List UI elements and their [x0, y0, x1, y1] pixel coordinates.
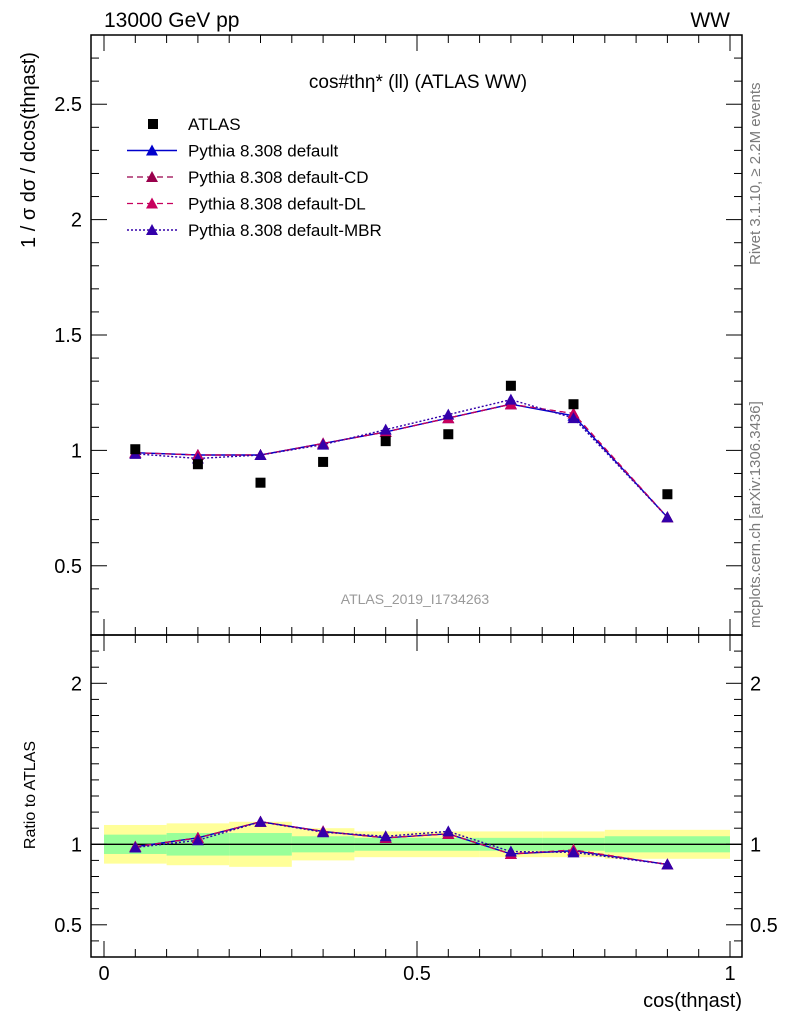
series-markers: [129, 380, 674, 870]
series-lines: [135, 398, 668, 866]
header-left: 13000 GeV pp: [104, 9, 239, 32]
ratio-default-MBR-point: [317, 826, 330, 838]
x-tick-label: 0: [98, 963, 109, 985]
legend-label: Pythia 8.308 default-CD: [188, 168, 369, 187]
main-y-tick-label: 1: [71, 440, 82, 462]
ratio-y-tick-label-right: 2: [750, 673, 761, 695]
axis-ticks: 0.5 1 1.5 2 2.5 0.5 0.5 1 1 2 2 0 0.5 1: [54, 35, 778, 985]
main-y-tick-label: 2.5: [54, 94, 82, 116]
atlas-data-point: [662, 489, 673, 500]
ratio-default-MBR-line: [135, 821, 668, 866]
atlas-data-point: [130, 444, 141, 455]
main-default-MBR-line: [135, 398, 668, 518]
atlas-data-point: [380, 436, 391, 447]
x-tick-label: 1: [724, 963, 735, 985]
rivet-label: Rivet 3.1.10, ≥ 2.2M events: [747, 83, 764, 266]
ratio-default-MBR-point: [567, 846, 580, 858]
atlas-data-point: [318, 456, 329, 467]
x-axis-label: cos(thηast): [643, 990, 742, 1012]
legend-label: Pythia 8.308 default: [188, 142, 339, 161]
legend-label: ATLAS: [188, 115, 241, 134]
legend-label: Pythia 8.308 default-DL: [188, 195, 366, 214]
ratio-y-label: Ratio to ATLAS: [22, 741, 39, 849]
ratio-plot-frame: [90, 634, 743, 958]
atlas-data-point: [192, 459, 203, 470]
mcplots-label: mcplots.cern.ch [arXiv:1306.3436]: [747, 401, 764, 628]
main-default-MBR-point: [379, 423, 392, 435]
main-y-tick-label: 2: [71, 210, 82, 232]
legend-marker: [146, 197, 158, 209]
main-default-MBR-point: [504, 393, 517, 405]
legend-marker: [146, 144, 158, 156]
atlas-data-point: [505, 380, 516, 391]
main-default-CD-line: [135, 403, 668, 518]
ratio-y-tick-label: 1: [71, 834, 82, 856]
ratio-y-tick-label: 0.5: [54, 915, 82, 937]
ratio-default-MBR-point: [254, 815, 267, 827]
legend-marker: [148, 119, 158, 129]
main-default-line: [135, 403, 668, 518]
ratio-y-tick-label: 2: [71, 673, 82, 695]
header-right: WW: [690, 9, 730, 32]
ratio-default-MBR-point: [129, 841, 142, 853]
ratio-y-tick-label-right: 1: [750, 834, 761, 856]
main-y-tick-label: 1.5: [54, 325, 82, 347]
main-default-DL-line: [135, 403, 668, 518]
main-default-MBR-point: [442, 408, 455, 420]
ratio-default-MBR-point: [661, 858, 674, 870]
legend-marker: [146, 224, 158, 235]
y-axis-label: 1 / σ dσ / dcos(thηast): [18, 52, 40, 248]
legend-marker: [146, 171, 158, 182]
ratio-default-MBR-point: [442, 825, 455, 837]
ratio-default-MBR-point: [504, 845, 517, 857]
main-default-MBR-point: [254, 449, 267, 460]
atlas-data-point: [255, 477, 266, 488]
atlas-data-point: [443, 429, 454, 440]
x-tick-label: 0.5: [403, 963, 431, 985]
main-default-MBR-point: [567, 412, 580, 424]
main-default-MBR-point: [317, 438, 330, 450]
plot-title: cos#thη* (ll) (ATLAS WW): [309, 72, 527, 93]
ratio-bands: [91, 821, 742, 867]
legend: ATLAS Pythia 8.308 default Pythia 8.308 de…: [127, 115, 382, 240]
legend-label: Pythia 8.308 default-MBR: [188, 221, 382, 240]
ratio-y-tick-label-right: 0.5: [750, 915, 778, 937]
ratio-default-MBR-point: [379, 830, 392, 842]
atlas-data-point: [568, 399, 579, 410]
main-y-tick-label: 0.5: [54, 556, 82, 578]
watermark: ATLAS_2019_I1734263: [341, 591, 490, 607]
main-default-MBR-point: [661, 511, 674, 523]
ratio-default-MBR-point: [191, 834, 204, 846]
